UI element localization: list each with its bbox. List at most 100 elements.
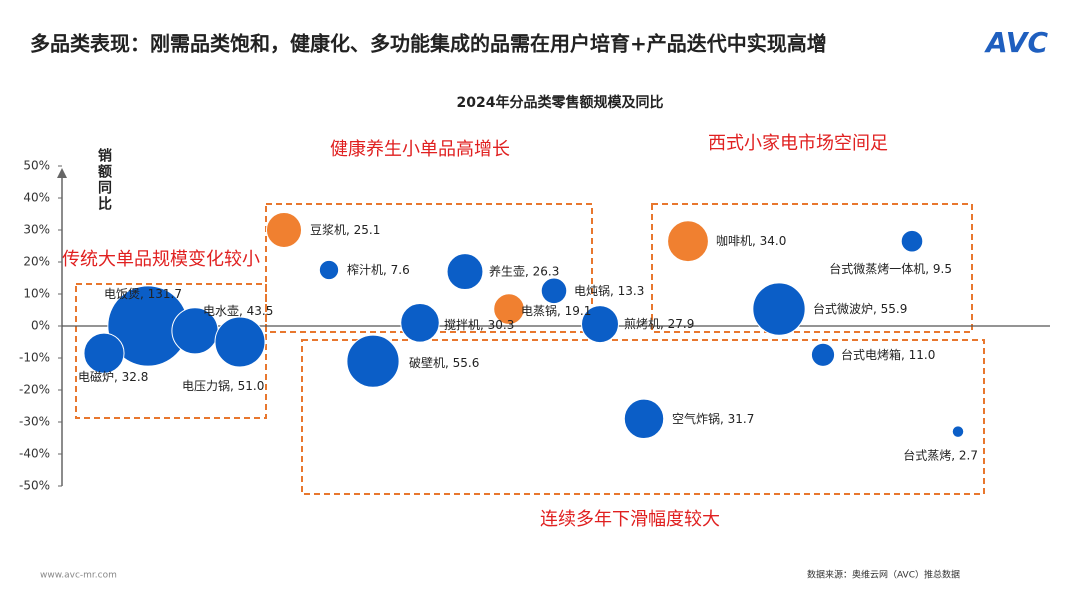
- bubble: [667, 220, 709, 263]
- bubble: [400, 303, 440, 343]
- separator: ,: [525, 264, 533, 278]
- slide-title: 多品类表现：刚需品类饱和，健康化、多功能集成的品需在用户培育+产品迭代中实现高增: [30, 32, 827, 56]
- y-tick-label: 20%: [23, 255, 50, 269]
- size-label: 43.5: [247, 303, 274, 317]
- region-box: [301, 339, 985, 495]
- bubble: [810, 342, 836, 367]
- y-tick-label: -40%: [19, 447, 50, 461]
- separator: ,: [114, 370, 122, 384]
- separator: ,: [610, 283, 618, 297]
- data-label: 空气炸锅, 31.7: [672, 410, 754, 425]
- category-label: 电水壶: [203, 302, 239, 317]
- bubble: [83, 332, 125, 374]
- size-label: 131.7: [148, 287, 182, 301]
- axis-arrow: [57, 168, 67, 178]
- size-label: 11.0: [909, 347, 936, 361]
- size-label: 55.9: [881, 302, 908, 316]
- size-label: 27.9: [668, 317, 695, 331]
- separator: ,: [557, 304, 565, 318]
- logo: AVC: [984, 26, 1048, 59]
- data-label: 电水壶, 43.5: [203, 302, 273, 317]
- bubble: [623, 398, 665, 440]
- separator: ,: [660, 317, 668, 331]
- bubble: [581, 305, 619, 344]
- footer-url: www.avc-mr.com: [40, 571, 117, 581]
- region-box: [75, 283, 267, 419]
- data-label: 榨汁机, 7.6: [347, 262, 410, 277]
- size-label: 30.3: [488, 317, 515, 331]
- category-label: 榨汁机: [347, 262, 383, 277]
- category-label: 电蒸锅: [521, 303, 557, 318]
- size-label: 34.0: [760, 234, 787, 248]
- size-label: 13.3: [618, 283, 645, 297]
- bubble: [214, 316, 266, 368]
- data-label: 台式微蒸烤一体机, 9.5: [829, 261, 952, 276]
- size-label: 32.8: [122, 370, 149, 384]
- data-label: 豆浆机, 25.1: [310, 222, 380, 237]
- y-tick-label: -20%: [19, 383, 50, 397]
- y-tick-label: 30%: [23, 223, 50, 237]
- data-label: 养生壶, 26.3: [489, 263, 559, 278]
- category-label: 电炖锅: [574, 282, 610, 297]
- y-tick-label: 10%: [23, 287, 50, 301]
- category-label: 空气炸锅: [672, 410, 720, 425]
- data-label: 台式微波炉, 55.9: [813, 301, 907, 316]
- separator: ,: [383, 263, 391, 277]
- category-label: 电磁炉: [78, 369, 114, 384]
- bubble: [951, 425, 965, 438]
- category-label: 养生壶: [489, 263, 525, 278]
- data-label: 搅拌机, 30.3: [444, 316, 514, 331]
- annotation: 健康养生小单品高增长: [330, 139, 510, 160]
- data-label: 电压力锅, 51.0: [182, 378, 264, 393]
- size-label: 31.7: [728, 411, 755, 425]
- bubble: [446, 253, 484, 291]
- annotation: 传统大单品规模变化较小: [62, 249, 260, 270]
- y-tick-label: -10%: [19, 351, 50, 365]
- size-label: 7.6: [391, 263, 410, 277]
- data-label: 电炖锅, 13.3: [574, 282, 644, 297]
- data-label: 煎烤机, 27.9: [624, 316, 694, 331]
- category-label: 台式电烤箱: [841, 346, 901, 361]
- chart-title: 2024年分品类零售额规模及同比: [457, 94, 664, 111]
- category-label: 煎烤机: [624, 316, 660, 331]
- separator: ,: [346, 223, 354, 237]
- data-label: 咖啡机, 34.0: [716, 233, 786, 248]
- category-label: 破壁机: [409, 355, 445, 370]
- size-label: 9.5: [933, 262, 952, 276]
- separator: ,: [480, 317, 488, 331]
- separator: ,: [752, 234, 760, 248]
- separator: ,: [720, 411, 728, 425]
- y-tick-label: 0%: [31, 319, 50, 333]
- data-label: 台式蒸烤, 2.7: [903, 447, 978, 462]
- separator: ,: [239, 303, 247, 317]
- region-box: [265, 203, 593, 333]
- size-label: 26.3: [533, 264, 560, 278]
- bubble: [318, 259, 340, 281]
- separator: ,: [925, 262, 933, 276]
- y-tick-label: 50%: [23, 159, 50, 173]
- bubble: [752, 282, 806, 336]
- bubble: [540, 277, 568, 305]
- data-label: 破壁机, 55.6: [409, 355, 479, 370]
- category-label: 台式微波炉: [813, 301, 873, 316]
- y-tick-label: -50%: [19, 479, 50, 493]
- data-label: 电蒸锅, 19.1: [521, 303, 591, 318]
- separator: ,: [901, 347, 909, 361]
- bubble: [900, 229, 924, 253]
- category-label: 咖啡机: [716, 233, 752, 248]
- y-axis-label: 销额同比: [96, 147, 112, 212]
- category-label: 豆浆机: [310, 222, 346, 237]
- category-label: 电压力锅: [182, 378, 230, 393]
- separator: ,: [230, 379, 238, 393]
- size-label: 2.7: [959, 448, 978, 462]
- annotation: 连续多年下滑幅度较大: [540, 509, 720, 530]
- bubble: [346, 334, 400, 388]
- size-label: 55.6: [453, 356, 480, 370]
- category-label: 台式微蒸烤一体机: [829, 261, 925, 276]
- data-label: 台式电烤箱, 11.0: [841, 346, 935, 361]
- size-label: 25.1: [354, 223, 381, 237]
- category-label: 搅拌机: [444, 316, 480, 331]
- bubble: [493, 293, 525, 325]
- y-tick-label: -30%: [19, 415, 50, 429]
- bubble: [265, 211, 303, 249]
